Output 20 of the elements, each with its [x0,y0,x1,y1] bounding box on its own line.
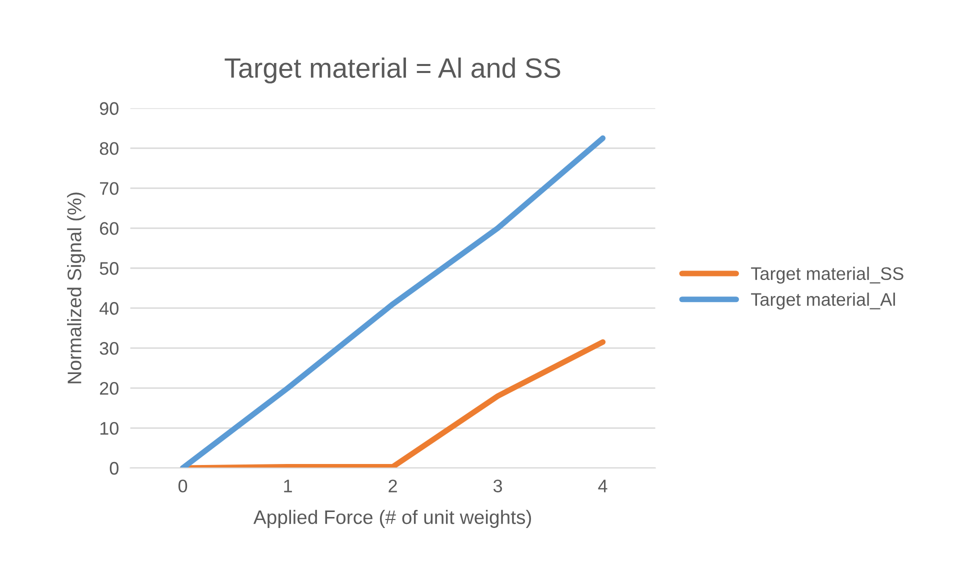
y-tick-label: 0 [110,462,118,475]
legend-label: Target material_SS [751,266,904,284]
y-tick-label: 90 [100,102,118,115]
x-tick-label: 3 [493,480,502,492]
y-tick-label: 70 [100,182,118,195]
y-tick-label: 30 [100,342,118,355]
x-tick-label: 2 [388,480,397,492]
y-tick-label: 80 [100,142,118,155]
legend-label: Target material_Al [751,292,895,310]
x-tick-label: 1 [284,480,292,492]
y-axis-title: Normalized Signal (%) [67,192,86,384]
x-tick-label: 4 [598,480,608,492]
x-axis-title: Applied Force (# of unit weights) [253,510,531,528]
y-tick-label: 50 [100,262,118,275]
y-tick-label: 60 [100,222,118,235]
x-tick-label: 0 [178,480,188,492]
y-tick-label: 20 [100,382,118,395]
y-tick-label: 40 [100,302,118,315]
chart-title: Target material = Al and SS [224,58,560,84]
y-tick-label: 10 [100,422,118,435]
